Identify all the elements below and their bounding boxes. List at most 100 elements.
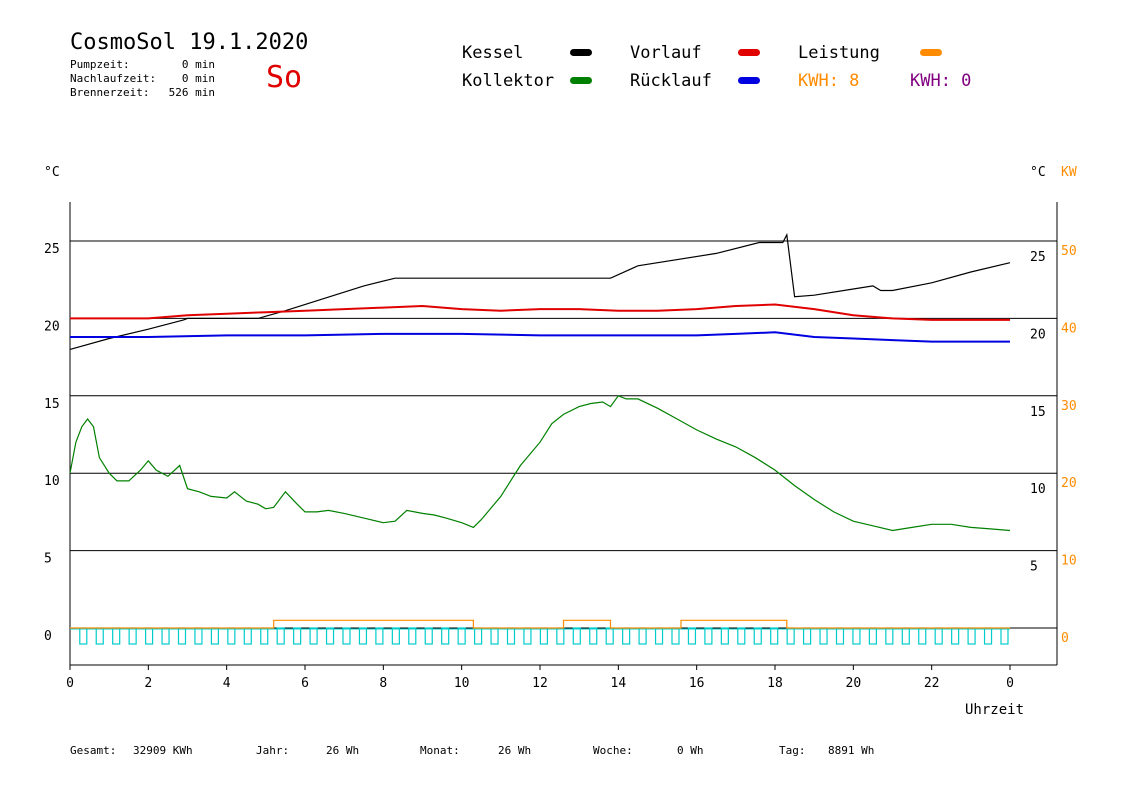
footer-woche-value: 0 Wh (677, 744, 704, 757)
chart-title: CosmoSol 19.1.2020 (70, 30, 309, 55)
info-label: Brennerzeit: (70, 86, 150, 99)
y-tick-label-left: 15 (44, 397, 60, 412)
x-tick-label: 16 (689, 676, 705, 691)
pump-pulse (687, 627, 697, 645)
pump-pulse (391, 627, 400, 645)
pump-pulse (786, 627, 795, 645)
pump-pulse (523, 627, 532, 645)
x-tick-label: 8 (379, 676, 387, 691)
x-tick-label: 6 (301, 676, 309, 691)
pump-pulse (325, 627, 335, 645)
pump-pulse (375, 627, 384, 645)
y-tick-label-right: 25 (1030, 250, 1046, 265)
series-line-kollektor (69, 395, 1011, 532)
pump-pulse (589, 627, 598, 645)
y-tick-label-right: 20 (1030, 327, 1046, 342)
pump-pulse (918, 627, 927, 645)
pump-pulse (342, 627, 351, 645)
y-axis-label-kw: KW (1061, 165, 1077, 180)
series-line-leistung (70, 619, 1010, 629)
x-tick-label: 0 (66, 676, 74, 691)
y-axis-label-right: °C (1030, 165, 1046, 180)
pump-pulse (753, 627, 762, 645)
pump-pulse (835, 627, 845, 645)
pump-pulse (144, 627, 154, 645)
y-tick-label-left: 20 (44, 319, 60, 334)
pump-pulses (70, 627, 1010, 645)
x-tick-label: 20 (846, 676, 862, 691)
y-tick-label-right: 5 (1030, 560, 1038, 575)
x-tick-label: 18 (767, 676, 783, 691)
legend-leistung-swatch (920, 49, 942, 56)
y-tick-label-left: 10 (44, 474, 60, 489)
y-tick-label-kw: 20 (1061, 476, 1077, 491)
legend-kwh-other: KWH: 0 (910, 71, 972, 91)
pump-pulse (671, 627, 680, 645)
series-line-ruecklauf (70, 331, 1010, 343)
pump-pulse (506, 627, 516, 645)
x-tick-label: 4 (223, 676, 231, 691)
legend-kessel-swatch (570, 49, 592, 56)
info-value: 0 min (181, 58, 215, 71)
footer-jahr-value: 26 Wh (326, 744, 360, 757)
info-brennerzeit: Brennerzeit: 526 min (70, 86, 215, 99)
x-tick-label: 12 (532, 676, 548, 691)
y-tick-label-left: 25 (44, 242, 60, 257)
footer-gesamt-label: Gesamt: (70, 744, 117, 757)
pump-pulse (457, 627, 466, 645)
y-tick-label-kw: 50 (1061, 244, 1077, 259)
pump-pulse (967, 627, 976, 645)
pump-pulse (720, 627, 729, 645)
pump-pulse (194, 627, 203, 645)
x-tick-label: 22 (924, 676, 940, 691)
series-lines (69, 232, 1011, 629)
pump-pulse (605, 627, 614, 645)
pump-pulse (819, 627, 828, 645)
pump-pulse (1000, 627, 1009, 645)
pump-pulse (490, 627, 499, 645)
y-tick-label-right: 10 (1030, 482, 1046, 497)
x-tick-label: 14 (611, 676, 627, 691)
pump-pulse (473, 627, 483, 645)
legend-ruecklauf-swatch (738, 77, 760, 84)
y-axis-label-left: °C (44, 165, 60, 180)
footer-jahr-label: Jahr: (256, 744, 290, 757)
series-line-kessel (69, 232, 1011, 350)
info-nachlaufzeit: Nachlaufzeit: 0 min (70, 72, 215, 85)
y-tick-label-left: 0 (44, 629, 52, 644)
info-pumpzeit: Pumpzeit: 0 min (70, 58, 215, 71)
pump-pulse (243, 627, 252, 645)
pump-pulse (704, 627, 713, 645)
pump-pulse (128, 627, 137, 645)
grid-lines (70, 240, 1057, 629)
pump-pulse (177, 627, 187, 645)
pump-pulse (210, 627, 219, 645)
weekday-label: So (266, 60, 303, 95)
pump-pulse (885, 627, 894, 645)
legend-kessel-label: Kessel (462, 43, 524, 63)
info-value: 526 min (168, 86, 215, 99)
pump-pulse (309, 627, 318, 645)
pump-pulse (934, 627, 943, 645)
legend-vorlauf-swatch (738, 49, 760, 56)
pump-pulse (424, 627, 433, 645)
legend-kollektor-swatch (570, 77, 592, 84)
info-value: 0 min (181, 72, 215, 85)
x-axis-label: Uhrzeit (965, 702, 1024, 718)
pump-pulse (901, 627, 910, 645)
pump-pulse (622, 627, 631, 645)
pump-pulse (638, 627, 647, 645)
x-tick-label: 2 (144, 676, 152, 691)
footer-monat-label: Monat: (420, 744, 460, 757)
pump-pulse (276, 627, 285, 645)
pump-pulse (983, 627, 993, 645)
pump-pulse (260, 627, 269, 645)
pump-pulse (539, 627, 548, 645)
legend-leistung-label: Leistung (798, 43, 880, 63)
y-tick-label-kw: 40 (1061, 321, 1077, 336)
pump-pulse (408, 627, 417, 645)
info-label: Pumpzeit: (70, 58, 130, 71)
pump-pulse (654, 627, 664, 645)
y-tick-label-right: 15 (1030, 405, 1046, 420)
pump-pulse (358, 627, 368, 645)
